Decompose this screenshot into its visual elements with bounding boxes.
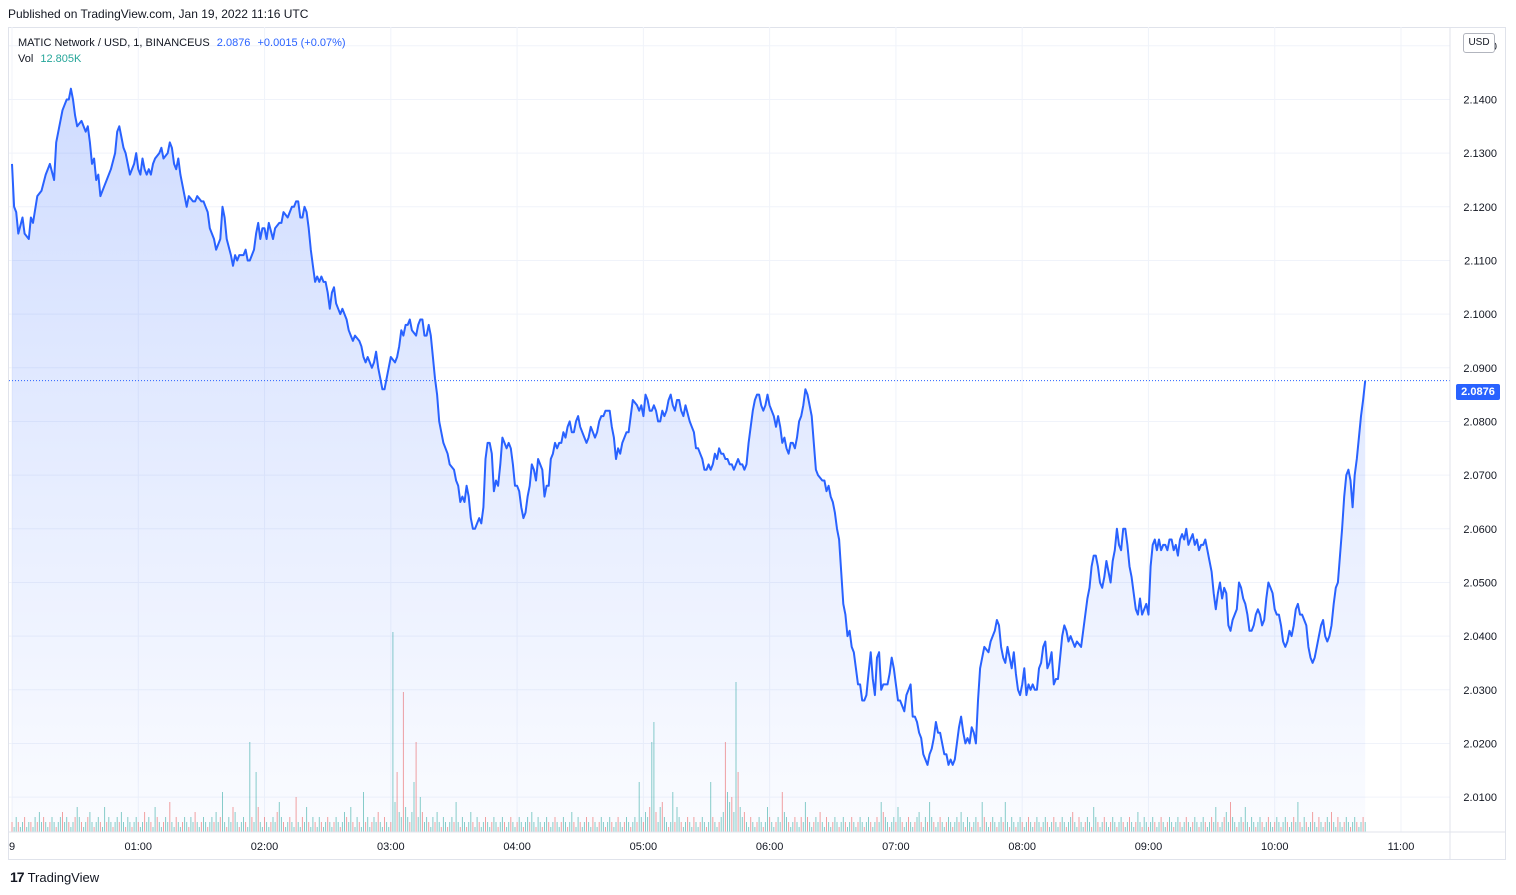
legend: MATIC Network / USD, 1, BINANCEUS 2.0876…	[18, 35, 346, 67]
time-tick-label: 06:00	[756, 841, 784, 853]
price-tick-label: 2.0700	[1463, 470, 1497, 482]
time-tick-label: 10:00	[1261, 841, 1289, 853]
price-tick-label: 2.1000	[1463, 309, 1497, 321]
time-tick-label: 04:00	[503, 841, 531, 853]
last-price-tag: 2.0876	[1456, 384, 1500, 400]
price-value: 2.0876	[216, 37, 251, 49]
change-value: +0.0015 (+0.07%)	[257, 37, 346, 49]
time-tick-label: 03:00	[377, 841, 405, 853]
chart-frame	[8, 27, 1506, 860]
price-tick-label: 2.1300	[1463, 148, 1497, 160]
vol-label: Vol	[18, 53, 34, 65]
price-tick-label: 2.1200	[1463, 202, 1497, 214]
price-tick-label: 2.0800	[1463, 416, 1497, 428]
vol-value: 12.805K	[40, 53, 82, 65]
price-tick-label: 2.0100	[1463, 792, 1497, 804]
time-tick-label: 05:00	[630, 841, 658, 853]
price-line	[11, 87, 1367, 766]
time-tick-label: 02:00	[251, 841, 279, 853]
price-tick-label: 2.0300	[1463, 685, 1497, 697]
tradingview-brand[interactable]: 17 TradingView	[10, 869, 99, 885]
time-tick-label: 09:00	[1135, 841, 1163, 853]
price-tick-label: 2.0500	[1463, 577, 1497, 589]
time-tick-label: 07:00	[882, 841, 910, 853]
time-tick-label: 11:00	[1388, 841, 1415, 853]
time-tick-label: 08:00	[1008, 841, 1036, 853]
time-tick-label: 9	[9, 841, 15, 853]
price-tick-label: 2.0600	[1463, 524, 1497, 536]
time-axis[interactable]: 9 01:00 02:00 03:00 04:00 05:00 06:00 07:00 08:0…	[9, 841, 1414, 853]
time-tick-label: 01:00	[125, 841, 153, 853]
brand-name: TradingView	[27, 869, 100, 885]
price-tick-label: 2.0400	[1463, 631, 1497, 643]
price-tick-label: 2.1400	[1463, 94, 1497, 106]
price-axis[interactable]: 2.15002.14002.13002.12002.11002.10002.09…	[1463, 41, 1497, 804]
price-tick-label: 2.0900	[1463, 363, 1497, 375]
price-tick-label: 2.0200	[1463, 738, 1497, 750]
price-area	[12, 88, 1366, 832]
tradingview-logo-icon: 17	[10, 869, 25, 885]
published-note: Published on TradingView.com, Jan 19, 20…	[8, 7, 309, 21]
currency-button[interactable]: USD	[1463, 33, 1495, 53]
price-tick-label: 2.1100	[1464, 255, 1497, 267]
symbol-label[interactable]: MATIC Network / USD, 1, BINANCEUS	[18, 37, 210, 49]
